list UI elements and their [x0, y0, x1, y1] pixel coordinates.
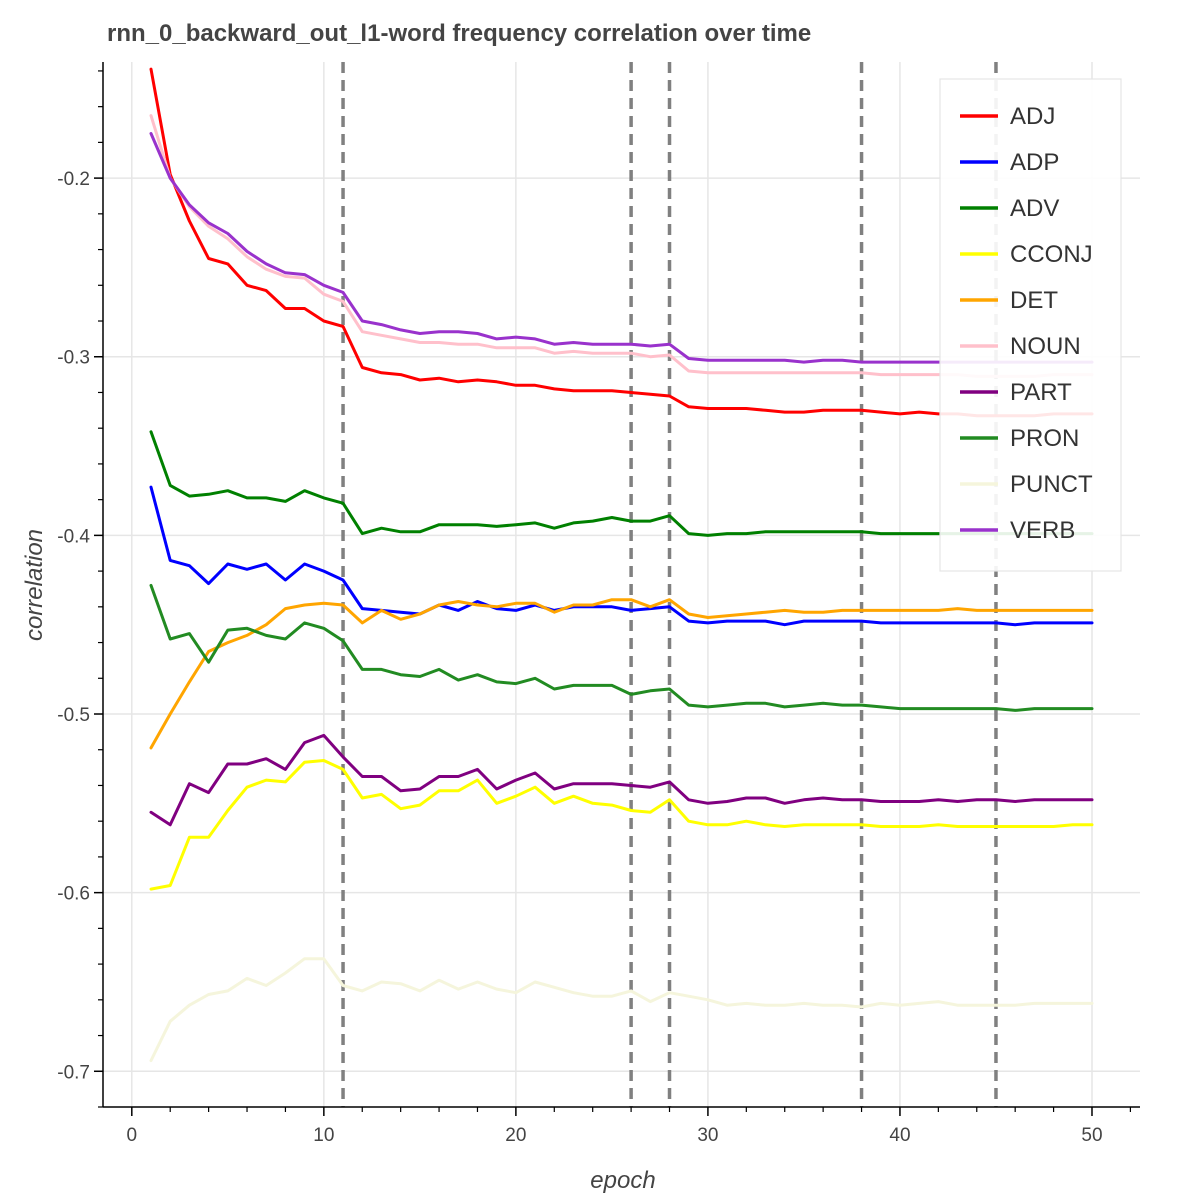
y-tick-label: -0.2	[57, 169, 90, 190]
x-tick-label: 10	[313, 1125, 334, 1146]
legend-label-cconj: CCONJ	[1010, 241, 1093, 268]
legend-label-noun: NOUN	[1010, 333, 1081, 360]
y-axis-label: correlation	[21, 529, 48, 641]
series-line-adp	[149, 485, 1094, 627]
legend-label-adp: ADP	[1010, 149, 1059, 176]
x-tick-label: 40	[889, 1125, 910, 1146]
x-axis-label: epoch	[590, 1167, 655, 1194]
axes: 0 10 20 30 40 50 -0.7 -0.6 -0.5 -0.4 -0.3 -0.2	[57, 62, 1140, 1146]
x-tick-label: 30	[697, 1125, 718, 1146]
legend: ADJ ADP ADV CCONJ DET NOUN PART PRON PUNCT VERB	[939, 78, 1122, 572]
series-lines	[149, 67, 1094, 1063]
legend-label-adv: ADV	[1010, 195, 1059, 222]
series-line-cconj	[149, 759, 1094, 891]
legend-label-part: PART	[1010, 379, 1072, 406]
y-tick-label: -0.5	[57, 705, 90, 726]
y-tick-label: -0.3	[57, 348, 90, 369]
series-line-part	[149, 733, 1094, 827]
vertical-markers	[341, 62, 998, 1107]
legend-label-adj: ADJ	[1010, 103, 1055, 130]
chart-title: rnn_0_backward_out_l1-word frequency cor…	[107, 20, 811, 47]
legend-label-det: DET	[1010, 287, 1058, 314]
series-line-pron	[149, 583, 1094, 712]
y-tick-label: -0.4	[57, 526, 90, 547]
x-tick-label: 50	[1081, 1125, 1102, 1146]
x-tick-label: 0	[127, 1125, 138, 1146]
series-line-adv	[149, 430, 1094, 537]
series-line-verb	[149, 132, 1094, 364]
legend-label-verb: VERB	[1010, 517, 1075, 544]
series-line-adj	[149, 67, 1094, 418]
legend-label-pron: PRON	[1010, 425, 1079, 452]
y-tick-label: -0.7	[57, 1062, 90, 1083]
series-line-det	[149, 598, 1094, 750]
x-tick-label: 20	[505, 1125, 526, 1146]
y-tick-label: -0.6	[57, 884, 90, 905]
series-line-noun	[149, 114, 1094, 378]
legend-label-punct: PUNCT	[1010, 471, 1093, 498]
series-line-punct	[149, 957, 1094, 1063]
